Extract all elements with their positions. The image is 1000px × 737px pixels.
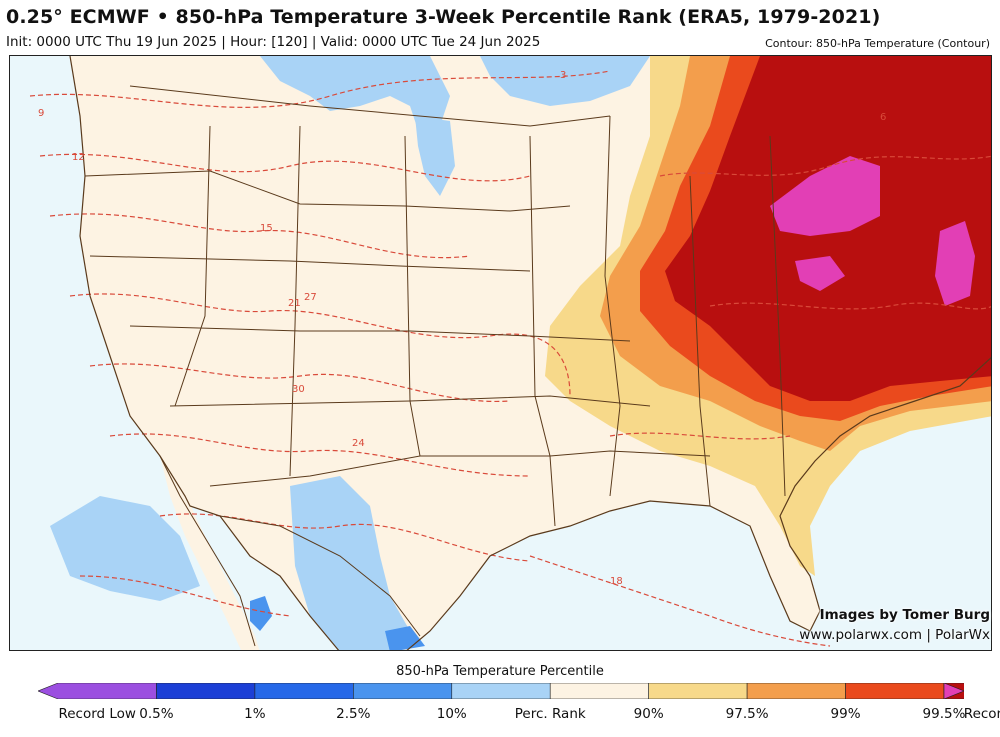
political-borders: [84, 85, 786, 647]
colorbar-segment: [451, 683, 551, 699]
colorbar-label: 90%: [633, 706, 664, 722]
colorbar-segment: [38, 683, 157, 699]
colorbar-segment: [254, 683, 354, 699]
contour-label: 15: [260, 223, 273, 234]
cool-anomaly-dakotas: [415, 116, 455, 196]
colorbar-label: 2.5%: [336, 706, 371, 722]
contour-label: 6: [880, 112, 886, 123]
colorbar-label: 97.5%: [725, 706, 769, 722]
map-canvas: 3 6 9 12 15 18 21 24 27 30: [10, 56, 991, 650]
contour-label-group: 3 6 9 12 15 18 21 24 27 30: [38, 70, 886, 587]
record-max-midatlantic: [795, 256, 845, 291]
temperature-contours: [29, 70, 991, 647]
contour-label: 3: [560, 70, 566, 81]
contour-label: 24: [352, 438, 365, 449]
record-max-atlantic: [935, 221, 975, 306]
colorbar-segment: [746, 683, 846, 699]
colorbar-segment: [845, 683, 945, 699]
cool-anomaly-mexico-west: [50, 496, 200, 601]
colorbar-segment: [353, 683, 453, 699]
contour-label: 21: [288, 298, 301, 309]
run-info: Init: 0000 UTC Thu 19 Jun 2025 | Hour: […: [6, 34, 541, 50]
colorbar: [38, 683, 964, 699]
coastline: [69, 56, 991, 650]
colorbar-label: Record Max: [963, 706, 1000, 722]
contour-label: 12: [72, 152, 85, 163]
colorbar-segment: [156, 683, 256, 699]
contour-label: 30: [292, 384, 305, 395]
colorbar-label: 0.5%: [139, 706, 174, 722]
contour-note: Contour: 850-hPa Temperature (Contour): [765, 37, 990, 50]
cool-anomaly-northeast: [480, 56, 650, 106]
cool-anomaly-spot: [250, 596, 272, 631]
colorbar-label: 99%: [830, 706, 861, 722]
colorbar-label: 1%: [244, 706, 266, 722]
credit-author: Images by Tomer Burg: [819, 607, 990, 623]
colorbar-label: Record Low: [58, 706, 136, 722]
colorbar-segment: [648, 683, 748, 699]
record-max-ohio-valley: [770, 156, 880, 236]
colorbar-segment: [549, 683, 649, 699]
cool-anomaly-north: [260, 56, 450, 136]
chart-title: 0.25° ECMWF • 850-hPa Temperature 3-Week…: [6, 6, 881, 28]
colorbar-label: Perc. Rank: [514, 706, 586, 722]
colorbar-segment: [943, 683, 964, 699]
colorbar-label: 10%: [436, 706, 467, 722]
colorbar-title: 850-hPa Temperature Percentile: [396, 664, 604, 679]
colorbar-label: 99.5%: [922, 706, 966, 722]
contour-label: 9: [38, 108, 44, 119]
contour-label: 27: [304, 292, 317, 303]
credit-website[interactable]: www.polarwx.com | PolarWx: [799, 627, 990, 643]
map-panel[interactable]: 3 6 9 12 15 18 21 24 27 30: [9, 55, 992, 651]
contour-label: 18: [610, 576, 623, 587]
cool-anomaly-mexico-central: [290, 476, 410, 650]
